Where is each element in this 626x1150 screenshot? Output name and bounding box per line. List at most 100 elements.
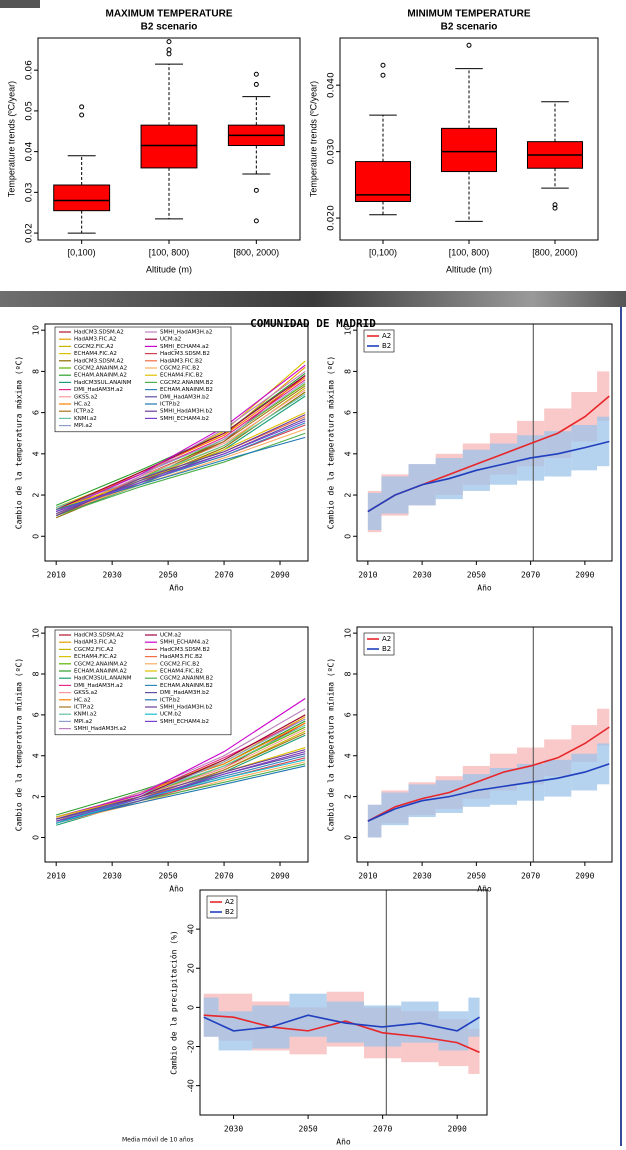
- uncertainty-band: [597, 371, 610, 421]
- x-tick-label: 2090: [575, 872, 594, 881]
- legend-label: DMI_HadAM3H.a2: [74, 387, 123, 393]
- x-tick-label: [100, 800): [449, 247, 490, 257]
- legend-label: CGCM2.ANAINM.A2: [74, 661, 127, 667]
- legend-label: A2: [225, 898, 234, 906]
- box: [53, 184, 111, 212]
- x-tick-label: 2050: [467, 872, 486, 881]
- footnote: Media móvil de 10 años: [122, 1137, 193, 1144]
- y-tick-label: 2: [32, 493, 41, 498]
- uncertainty-band: [367, 492, 382, 531]
- legend-label: CGCM2.ANAINM.B2: [160, 676, 213, 682]
- uncertainty-band: [597, 743, 610, 785]
- legend-label: HadCM3.SDSM.B2: [160, 647, 210, 653]
- plot-frame: [356, 626, 613, 863]
- y-axis-label: Temperature trends (ºC/year): [308, 81, 318, 197]
- x-tick-label: 2050: [158, 872, 177, 881]
- x-tick-label: 2010: [47, 872, 66, 881]
- legend-label: ICTP.a2: [74, 409, 94, 415]
- legend-label: CGCM2.FIC.A2: [74, 647, 114, 653]
- series-line: [56, 765, 306, 822]
- y-tick-label: 0: [32, 835, 41, 840]
- y-tick-label: 6: [32, 712, 41, 717]
- plot-frame: [356, 323, 613, 562]
- series-line: [56, 751, 306, 822]
- legend: HadCM3.SDSM.A2HadAM3.FIC.A2CGCM2.FIC.A2E…: [54, 326, 232, 433]
- legend-label: UCM.a2: [160, 633, 181, 639]
- legend-label: CGCM2.ANAINM.A2: [74, 366, 127, 372]
- legend-label: ECHAM4.FIC.B2: [160, 669, 203, 675]
- series-line: [367, 440, 610, 513]
- legend-label: ECHAM.ANAINM.A2: [74, 669, 127, 675]
- uncertainty-band: [597, 708, 610, 746]
- legend-label: SMHI_HadAM3H.b2: [160, 409, 213, 415]
- series-line: [56, 759, 306, 824]
- x-axis-label: Altitude (m): [146, 264, 192, 274]
- x-tick-label: [0,100): [68, 247, 96, 257]
- legend-label: SMHI_ECHAM4.b2: [160, 416, 209, 422]
- y-axis-label: Cambio de la temperatura mínima (ºC): [15, 658, 24, 831]
- legend-label: CGCM2.FIC.B2: [160, 366, 200, 372]
- x-tick-label: 2090: [575, 571, 594, 580]
- legend-label: HadCM3.SDSM.B2: [160, 351, 210, 357]
- legend: HadCM3.SDSM.A2HadAM3.FIC.A2CGCM2.FIC.A2E…: [54, 629, 232, 736]
- legend-label: ICTP.b2: [160, 402, 180, 408]
- x-tick-label: [0,100): [369, 247, 397, 257]
- series-line: [203, 1014, 480, 1032]
- legend-label: SMHI_ECHAM4.a2: [160, 640, 209, 646]
- chart-subtitle: B2 scenario: [441, 22, 498, 33]
- x-tick-label: 2070: [521, 872, 540, 881]
- plot-frame: [199, 889, 488, 1116]
- x-tick-label: 2070: [214, 872, 233, 881]
- y-tick-label: 0.06: [25, 60, 35, 80]
- legend-label: HadAM3.FIC.A2: [74, 337, 116, 343]
- legend-label: HadCM3.SDSM.A2: [74, 330, 124, 336]
- legend-label: B2: [382, 645, 391, 653]
- outlier: [253, 71, 259, 77]
- x-tick-label: 2070: [521, 571, 540, 580]
- legend-label: A2: [382, 332, 391, 340]
- legend-label: MPI.a2: [74, 719, 92, 725]
- y-tick-label: 10: [32, 628, 41, 638]
- y-tick-label: 0.040: [327, 72, 337, 98]
- legend-label: DMI_HadAM3H.a2: [74, 683, 123, 689]
- y-axis-label: Cambio de la temperatura máxima (ºC): [15, 356, 24, 529]
- x-tick-label: 2010: [358, 571, 377, 580]
- outlier: [466, 42, 472, 48]
- series-line: [367, 763, 610, 822]
- y-tick-label: 0.020: [327, 205, 337, 231]
- y-axis-label: Cambio de la precipitación (%): [169, 930, 179, 1075]
- uncertainty-band: [597, 416, 610, 467]
- y-tick-label: 0.03: [25, 182, 35, 202]
- outlier: [380, 62, 386, 68]
- box: [140, 124, 198, 169]
- outlier: [380, 72, 386, 78]
- x-tick-label: 2070: [214, 571, 233, 580]
- y-tick-label: 4: [32, 451, 41, 456]
- series-line: [203, 1014, 480, 1054]
- legend-label: HadCM3SUL.ANAINM: [74, 380, 132, 386]
- legend-label: B2: [225, 908, 234, 916]
- legend-label: GKSS.a2: [74, 690, 97, 696]
- x-tick-label: 2010: [358, 872, 377, 881]
- y-tick-label: 2: [344, 493, 353, 498]
- legend-label: ECHAM.ANAINM.B2: [160, 387, 213, 393]
- legend-label: SMHI_ECHAM4.a2: [160, 344, 209, 350]
- series-line: [55, 373, 306, 506]
- uncertainty-band: [468, 1028, 480, 1074]
- x-tick-label: 2090: [270, 872, 289, 881]
- legend-label: ECHAM4.FIC.B2: [160, 373, 203, 379]
- y-tick-label: 2: [344, 794, 353, 799]
- legend-label: B2: [382, 342, 391, 350]
- header: COMUNIDAD DE MADRID: [250, 317, 376, 330]
- uncertainty-band: [203, 997, 219, 1037]
- plot-frame: [37, 37, 301, 241]
- x-tick-label: 2030: [412, 872, 431, 881]
- y-tick-label: 4: [32, 753, 41, 758]
- y-axis-label: Cambio de la temperatura máxima (ºC): [327, 356, 336, 529]
- x-tick-label: 2030: [103, 571, 122, 580]
- legend-label: SMHI_HadAM3H.a2: [160, 330, 212, 336]
- series-line: [56, 432, 306, 517]
- y-tick-label: 10: [344, 628, 353, 638]
